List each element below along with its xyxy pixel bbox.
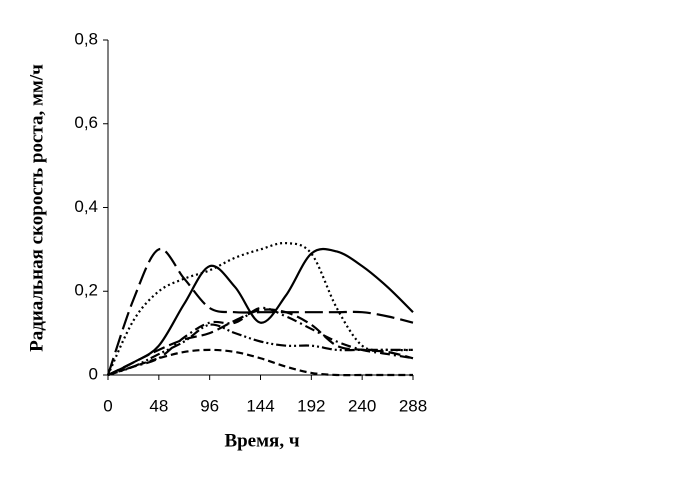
x-tick-label: 192	[297, 396, 325, 415]
line-series	[106, 248, 414, 376]
x-tick-label: 96	[200, 396, 219, 415]
x-tick-label: 48	[149, 396, 168, 415]
y-tick-label: 0,6	[74, 113, 98, 132]
line-series	[107, 241, 414, 376]
x-tick-label: 288	[399, 396, 427, 415]
line-series	[107, 348, 413, 377]
y-tick-label: 0	[89, 364, 98, 383]
y-tick-label: 0,8	[74, 29, 98, 48]
x-tick-label: 144	[246, 396, 274, 415]
x-tick-label: 0	[103, 396, 112, 415]
x-axis-title: Время, ч	[224, 430, 299, 451]
line-series	[107, 247, 414, 376]
line-series	[107, 323, 413, 377]
y-tick-label: 0,2	[74, 281, 98, 300]
y-axis-title: Радиальная скорость роста, мм/ч	[26, 64, 47, 352]
line-series	[107, 308, 414, 376]
x-tick-label: 240	[348, 396, 376, 415]
y-tick-label: 0,4	[74, 197, 98, 216]
